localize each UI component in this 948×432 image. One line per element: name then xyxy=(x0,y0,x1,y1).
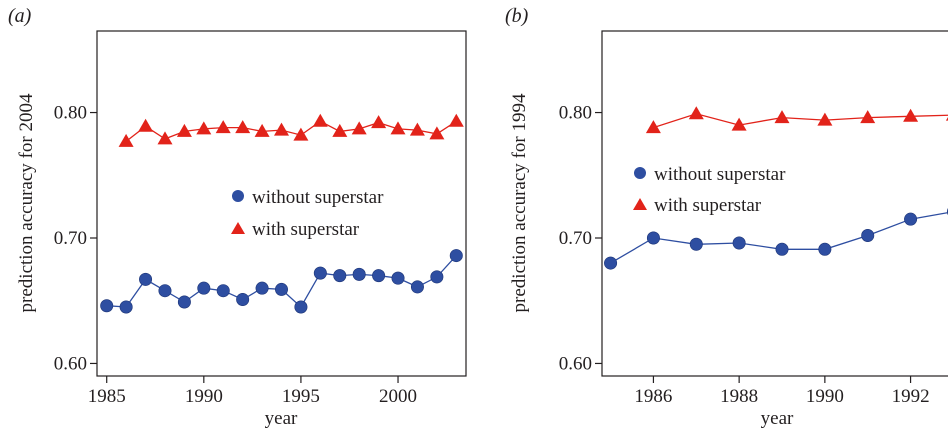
panel-b-plot-frame xyxy=(601,30,948,377)
data-point-with-superstar xyxy=(371,115,387,129)
data-point-without-superstar xyxy=(372,269,386,283)
data-point-with-superstar xyxy=(215,120,231,134)
legend-marker-with-superstar xyxy=(231,222,245,234)
panel-a-ticks: 1985 1990 1995 2000 0.60 0.70 0.80 xyxy=(54,103,417,407)
panel-a-y-axis-title: prediction accuracy for 2004 xyxy=(16,93,37,312)
data-point-with-superstar xyxy=(157,131,173,145)
data-point-without-superstar xyxy=(333,269,347,283)
x-tick-label: 2000 xyxy=(379,386,417,407)
data-point-without-superstar xyxy=(861,228,875,242)
data-point-without-superstar xyxy=(119,300,133,314)
data-point-without-superstar xyxy=(197,281,211,295)
panel-a-plot-frame xyxy=(96,30,467,377)
panel-a-x-axis-title: year xyxy=(265,408,298,429)
y-tick-label: 0.80 xyxy=(559,103,592,124)
panel-b-label: (b) xyxy=(505,5,529,27)
panel-b-x-axis-title: year xyxy=(761,408,794,429)
data-point-with-superstar xyxy=(688,106,704,120)
data-point-with-superstar xyxy=(945,116,948,121)
data-point-with-superstar xyxy=(293,127,309,141)
data-point-without-superstar xyxy=(391,271,405,285)
data-point-with-superstar xyxy=(176,123,192,137)
legend-marker-with-superstar xyxy=(633,198,647,210)
data-point-with-superstar xyxy=(903,108,919,122)
y-tick-label: 0.70 xyxy=(54,228,87,249)
data-point-with-superstar xyxy=(312,113,328,127)
data-point-without-superstar xyxy=(255,281,269,295)
series-line-with-superstar xyxy=(653,113,948,129)
x-tick-label: 1995 xyxy=(282,386,320,407)
legend-marker-without-superstar xyxy=(232,190,244,202)
data-point-with-superstar xyxy=(274,122,289,136)
data-point-without-superstar xyxy=(313,266,327,280)
panel-a: (a) 1985 1990 1995 2000 0.60 0.70 0.80 year pr… xyxy=(8,5,467,429)
data-point-with-superstar xyxy=(254,123,270,137)
data-point-without-superstar xyxy=(236,292,250,306)
data-point-without-superstar xyxy=(646,231,660,245)
data-point-with-superstar xyxy=(332,123,348,137)
x-tick-label: 1985 xyxy=(88,386,126,407)
y-tick-label: 0.70 xyxy=(559,228,592,249)
panel-b-series xyxy=(604,106,948,270)
data-point-with-superstar xyxy=(409,122,425,136)
data-point-without-superstar xyxy=(274,282,288,296)
panel-b-legend: without superstar with superstar xyxy=(633,164,786,216)
data-point-without-superstar xyxy=(904,212,918,226)
x-tick-label: 1988 xyxy=(720,386,758,407)
data-point-without-superstar xyxy=(139,272,153,286)
series-line-without-superstar xyxy=(106,255,457,309)
data-point-without-superstar xyxy=(689,237,703,251)
panel-b-ticks: 1986 1988 1990 1992 0.60 0.70 0.80 xyxy=(559,103,930,407)
series-line-with-superstar xyxy=(125,120,457,142)
data-point-without-superstar xyxy=(177,295,191,309)
data-point-with-superstar xyxy=(731,117,747,131)
data-point-without-superstar xyxy=(818,242,832,256)
data-point-with-superstar xyxy=(645,120,661,134)
panel-a-series xyxy=(100,113,464,314)
data-point-with-superstar xyxy=(429,126,445,140)
data-point-without-superstar xyxy=(604,256,618,270)
data-point-with-superstar xyxy=(235,120,251,134)
legend-marker-without-superstar xyxy=(634,167,646,179)
data-point-without-superstar xyxy=(100,299,114,313)
y-tick-label: 0.60 xyxy=(54,353,87,374)
panel-b: (b) 1986 1988 1990 1992 0.60 0.70 0.80 year pr… xyxy=(505,5,948,429)
data-point-without-superstar xyxy=(158,284,172,298)
y-tick-label: 0.80 xyxy=(54,103,87,124)
legend-label-without-superstar: without superstar xyxy=(654,164,786,185)
legend-label-with-superstar: with superstar xyxy=(654,195,762,216)
data-point-without-superstar xyxy=(732,236,746,250)
x-tick-label: 1990 xyxy=(806,386,844,407)
data-point-with-superstar xyxy=(390,121,406,135)
data-point-with-superstar xyxy=(118,133,134,147)
panel-a-legend: without superstar with superstar xyxy=(231,187,384,240)
data-point-without-superstar xyxy=(430,270,444,284)
data-point-without-superstar xyxy=(216,284,230,298)
x-tick-label: 1986 xyxy=(634,386,672,407)
data-point-with-superstar xyxy=(817,112,833,126)
x-tick-label: 1990 xyxy=(185,386,223,407)
data-point-without-superstar xyxy=(775,242,789,256)
data-point-with-superstar xyxy=(351,121,367,135)
legend-label-without-superstar: without superstar xyxy=(252,187,384,208)
data-point-without-superstar xyxy=(294,300,308,314)
data-point-with-superstar xyxy=(448,113,464,127)
series-line-without-superstar xyxy=(610,211,948,264)
x-tick-label: 1992 xyxy=(892,386,930,407)
data-point-with-superstar xyxy=(860,110,876,124)
data-point-without-superstar xyxy=(352,267,366,281)
legend-label-with-superstar: with superstar xyxy=(252,219,360,240)
data-point-without-superstar xyxy=(449,249,463,263)
data-point-without-superstar xyxy=(410,280,424,294)
panel-a-label: (a) xyxy=(8,5,32,27)
data-point-with-superstar xyxy=(138,118,154,132)
panel-b-y-axis-title: prediction accuracy for 1994 xyxy=(509,93,530,312)
y-tick-label: 0.60 xyxy=(559,353,592,374)
data-point-with-superstar xyxy=(196,121,212,135)
data-point-with-superstar xyxy=(774,110,790,124)
